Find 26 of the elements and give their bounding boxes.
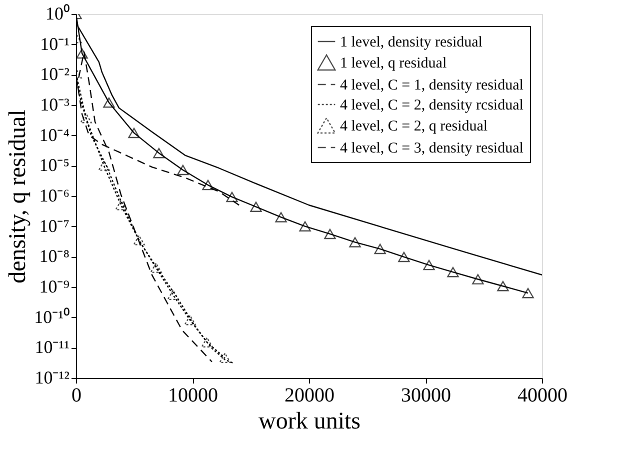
legend-label: 4 level, C = 1, density residual bbox=[340, 78, 524, 94]
y-tick-label: 10⁻¹¹ bbox=[34, 337, 70, 358]
y-tick-label: 10⁻³ bbox=[40, 94, 70, 114]
y-tick-label: 10⁻⁷ bbox=[39, 216, 70, 236]
y-tick-label: 10⁻¹⁰ bbox=[34, 306, 70, 327]
y-tick-label: 10⁻⁴ bbox=[39, 124, 70, 145]
x-tick-label: 0 bbox=[72, 384, 82, 406]
y-tick-label: 10⁻⁶ bbox=[39, 186, 70, 206]
x-tick-label: 10000 bbox=[168, 384, 218, 406]
legend-label: 4 level, C = 2, density rcsidual bbox=[340, 98, 524, 114]
x-axis-title: work units bbox=[258, 408, 360, 434]
y-tick-label: 10⁻¹ bbox=[40, 34, 70, 54]
x-tick-label: 20000 bbox=[284, 384, 334, 406]
legend-label: 4 level, C = 3, density residual bbox=[340, 140, 524, 156]
legend-label: 1 level, q residual bbox=[340, 56, 447, 72]
x-tick-label: 40000 bbox=[518, 384, 568, 406]
y-tick-label: 10⁻⁵ bbox=[39, 155, 70, 176]
y-tick-label: 10⁻⁸ bbox=[39, 246, 70, 266]
y-axis-title: density, q residual bbox=[5, 109, 32, 284]
y-tick-label: 10⁰ bbox=[46, 4, 70, 24]
x-tick-label: 30000 bbox=[401, 384, 451, 406]
y-tick-label: 10⁻¹² bbox=[34, 368, 70, 388]
legend-label: 1 level, density residual bbox=[340, 34, 482, 50]
y-tick-label: 10⁻² bbox=[40, 64, 70, 84]
legend-label: 4 level, C = 2, q residual bbox=[340, 118, 488, 134]
y-tick-label: 10⁻⁹ bbox=[39, 276, 70, 296]
